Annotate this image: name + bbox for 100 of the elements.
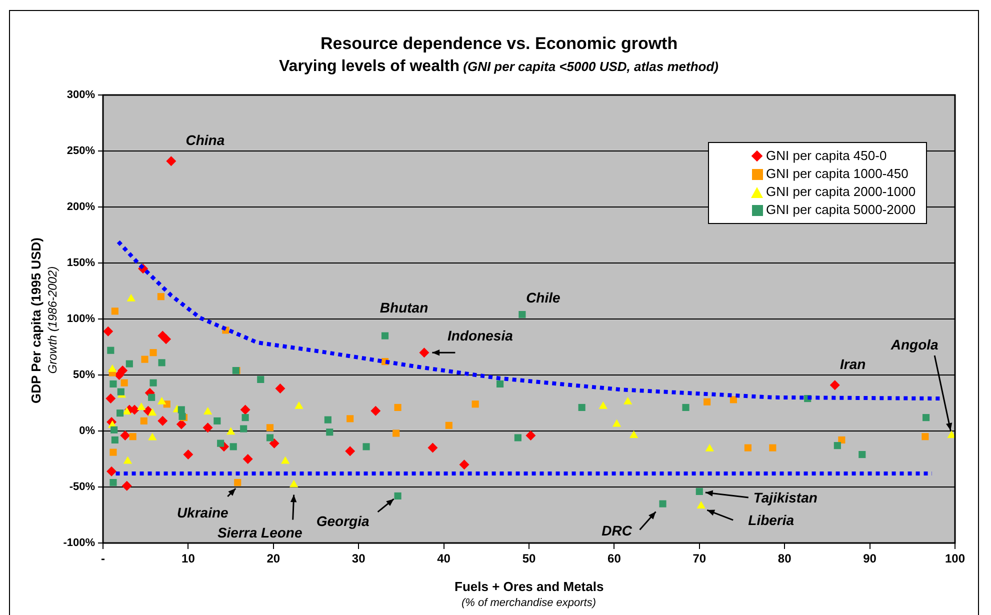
chart-title: Resource dependence vs. Economic growth: [320, 34, 678, 54]
annotation: Tajikistan: [753, 489, 818, 506]
point: [158, 416, 168, 426]
point: [234, 478, 242, 486]
x-tick-label: 20: [266, 552, 280, 566]
point: [266, 434, 274, 442]
point: [275, 383, 286, 394]
point: [226, 427, 236, 435]
annotation: Angola: [890, 336, 939, 352]
x-tick-label: -: [101, 552, 105, 566]
point: [217, 440, 224, 447]
y-tick-label: 0%: [79, 425, 96, 438]
point: [183, 450, 194, 460]
annotation: Ukraine: [176, 504, 229, 520]
annotation: Bhutan: [380, 300, 428, 316]
point: [445, 422, 452, 429]
x-tick-label: 10: [182, 552, 196, 566]
point: [150, 379, 157, 386]
point: [148, 394, 156, 401]
point: [394, 404, 402, 412]
point: [392, 430, 400, 437]
point: [294, 401, 304, 409]
point: [346, 415, 354, 422]
y-tick-label: 150%: [66, 257, 96, 270]
point: [242, 414, 249, 422]
y-tick-label: 50%: [72, 369, 96, 382]
x-axis-title: Fuels + Ores and Metals: [454, 579, 604, 594]
point: [214, 417, 221, 424]
point: [106, 394, 116, 404]
point: [419, 348, 430, 358]
y-tick-label: 250%: [66, 145, 96, 158]
point: [326, 428, 334, 436]
annotation: Georgia: [316, 512, 370, 529]
point: [518, 310, 526, 318]
point: [744, 444, 752, 452]
annotation: Liberia: [748, 512, 794, 528]
point: [148, 432, 157, 440]
point: [157, 396, 166, 404]
point: [106, 466, 117, 476]
annotation: Indonesia: [448, 327, 514, 344]
legend-label: GNI per capita 1000-450: [766, 165, 908, 183]
point: [281, 456, 290, 464]
point: [126, 360, 133, 368]
point: [120, 379, 128, 386]
point: [830, 380, 840, 390]
legend-label: GNI per capita 450-0: [766, 147, 887, 165]
point: [696, 501, 706, 509]
point: [730, 396, 738, 404]
chart-subtitle: Varying levels of wealth: [279, 58, 460, 75]
x-tick-label: 30: [352, 552, 366, 566]
point: [696, 488, 703, 496]
point: [122, 406, 132, 414]
point: [345, 446, 356, 456]
point: [141, 356, 148, 363]
point: [257, 376, 264, 384]
point: [161, 334, 172, 344]
point: [129, 433, 136, 440]
point: [612, 419, 622, 427]
point: [123, 456, 132, 464]
point: [110, 478, 117, 486]
point: [166, 156, 176, 166]
point: [202, 422, 213, 433]
x-tick-label: 60: [608, 552, 622, 566]
annotation: Iran: [840, 356, 866, 372]
point: [266, 424, 274, 432]
point: [178, 406, 185, 414]
point: [705, 444, 714, 452]
point: [459, 460, 470, 470]
point: [111, 436, 118, 444]
point: [230, 443, 237, 450]
point: [110, 380, 117, 388]
text: Growth (1986-2002): [45, 266, 60, 374]
point: [117, 388, 124, 396]
x-tick-label: 100: [944, 552, 966, 566]
point: [704, 398, 711, 406]
point: [629, 430, 638, 438]
point: [120, 430, 130, 440]
point: [526, 430, 536, 440]
text: (GNI per capita <5000 USD, atlas method): [462, 59, 719, 74]
y-axis-title: GDP Per capita (1995 USD): [28, 237, 44, 403]
point: [111, 308, 118, 315]
point: [176, 419, 186, 430]
point: [496, 380, 504, 388]
point: [659, 500, 666, 508]
point: [203, 406, 212, 414]
point: [858, 450, 866, 458]
point: [514, 434, 522, 442]
point: [148, 408, 157, 416]
point: [137, 402, 146, 410]
text: (% of merchandise exports): [462, 597, 596, 609]
x-tick-label: 80: [778, 552, 792, 566]
y-tick-label: -50%: [69, 481, 96, 494]
point: [242, 454, 253, 464]
x-tick-label: 70: [692, 552, 706, 566]
x-tick-label: 50: [522, 552, 536, 566]
point: [140, 417, 148, 424]
point: [107, 346, 114, 354]
point: [269, 438, 280, 448]
legend-label: GNI per capita 2000-1000: [766, 183, 916, 201]
point: [472, 400, 479, 408]
